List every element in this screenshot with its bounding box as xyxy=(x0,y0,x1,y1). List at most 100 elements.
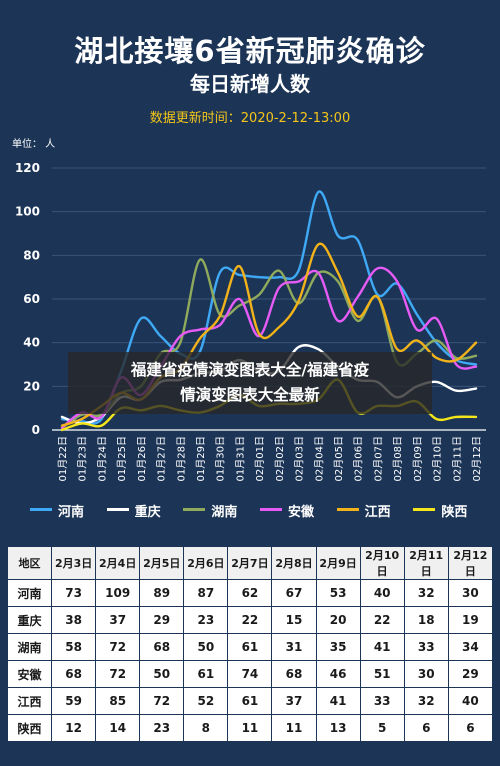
table-cell: 18 xyxy=(403,606,449,634)
y-tick-label: 120 xyxy=(15,161,40,175)
x-tick-label: 02月05日 xyxy=(333,436,345,481)
x-tick-label: 01月30日 xyxy=(215,436,227,481)
table-cell: 30 xyxy=(447,579,494,607)
x-tick-label: 02月03日 xyxy=(294,436,306,481)
table-cell: 33 xyxy=(359,687,405,715)
table-cell: 6 xyxy=(403,714,449,742)
x-tick-label: 02月09日 xyxy=(412,436,424,481)
legend-swatch xyxy=(30,508,52,511)
update-time: 2020-2-12-13:00 xyxy=(240,111,351,126)
table-cell: 51 xyxy=(359,660,405,688)
table-cell: 41 xyxy=(359,633,405,661)
table-cell: 109 xyxy=(95,579,141,607)
y-tick-label: 40 xyxy=(23,336,40,350)
legend-label: 重庆 xyxy=(134,505,161,520)
table-cell: 34 xyxy=(447,633,494,661)
table-row: 湖南 58 72 68 50 61 31 35 41 33 34 xyxy=(6,633,494,661)
table-cell: 52 xyxy=(183,687,229,715)
table-cell-region: 湖南 xyxy=(6,633,53,661)
table-cell: 32 xyxy=(403,687,449,715)
legend-label: 陕西 xyxy=(441,505,468,520)
x-tick-label: 01月23日 xyxy=(77,436,89,481)
table-cell: 87 xyxy=(183,579,229,607)
table-row: 安徽 68 72 50 61 74 68 46 51 30 29 xyxy=(6,660,494,688)
x-tick-label: 01月26日 xyxy=(136,436,148,481)
table-row: 重庆 38 37 29 23 22 15 20 22 18 19 xyxy=(6,606,494,634)
table-cell: 61 xyxy=(227,687,273,715)
table-cell: 32 xyxy=(403,579,449,607)
x-tick-label: 02月07日 xyxy=(372,436,384,481)
table-cell: 37 xyxy=(271,687,317,715)
x-tick-label: 01月22日 xyxy=(57,436,69,481)
table-cell: 12 xyxy=(51,714,97,742)
table-cell: 68 xyxy=(51,660,97,688)
overlay-line-2: 情演变图表大全最新 xyxy=(180,386,320,404)
table-cell-region: 河南 xyxy=(6,579,53,607)
table-cell: 50 xyxy=(139,660,185,688)
table-cell: 37 xyxy=(95,606,141,634)
table-header-date: 2月11日 xyxy=(403,546,449,580)
table-cell: 67 xyxy=(271,579,317,607)
table-header-date: 2月4日 xyxy=(95,546,141,580)
chart-legend: 河南 重庆 湖南 安徽 江西 陕西 xyxy=(30,497,490,521)
table-cell: 40 xyxy=(359,579,405,607)
legend-label: 湖南 xyxy=(211,505,238,520)
table-header-date: 2月8日 xyxy=(271,546,317,580)
table-cell: 72 xyxy=(95,660,141,688)
table-cell: 85 xyxy=(95,687,141,715)
table-cell: 11 xyxy=(271,714,317,742)
legend-swatch xyxy=(336,508,359,511)
headline-overlay: 福建省疫情演变图表大全/福建省疫 情演变图表大全最新 xyxy=(68,352,432,414)
update-label: 数据更新时间： xyxy=(149,111,241,126)
table-header-date: 2月10日 xyxy=(359,546,405,580)
legend-label: 安徽 xyxy=(288,505,315,520)
x-tick-label: 01月28日 xyxy=(175,436,187,481)
table-cell: 22 xyxy=(359,606,405,634)
x-tick-label: 02月01日 xyxy=(254,436,266,481)
table-cell-region: 陕西 xyxy=(6,714,53,742)
table-cell-region: 江西 xyxy=(6,687,53,715)
x-tick-label: 01月24日 xyxy=(96,436,108,481)
line-chart: 0 20 40 60 80 100 120 01月22日 01月23日 01月24日 01月25日… xyxy=(15,161,486,481)
table-cell: 5 xyxy=(359,714,405,742)
table-cell: 61 xyxy=(183,660,229,688)
table-cell-region: 重庆 xyxy=(6,606,53,634)
x-tick-label: 01月25日 xyxy=(116,436,128,481)
table-header-date: 2月7日 xyxy=(227,546,273,580)
y-tick-label: 80 xyxy=(23,248,40,262)
x-tick-label: 01月31日 xyxy=(234,436,246,481)
table-cell: 20 xyxy=(315,606,361,634)
table-row: 陕西 12 14 23 8 11 11 13 5 6 6 xyxy=(6,714,494,742)
table-cell: 50 xyxy=(183,633,229,661)
table-header-row: 地区 2月3日 2月4日 2月5日 2月6日 2月7日 2月8日 2月9日 2月10日 2月11… xyxy=(6,546,494,580)
table-body: 河南 73 109 89 87 62 67 53 40 32 30 重庆 38 37 29 23 22 15 20 2… xyxy=(6,579,494,742)
table-cell: 73 xyxy=(51,579,97,607)
table-cell: 61 xyxy=(227,633,273,661)
table-cell: 8 xyxy=(183,714,229,742)
table-cell: 40 xyxy=(447,687,494,715)
x-tick-label: 02月12日 xyxy=(471,436,483,481)
chart-title: 湖北接壤6省新冠肺炎确诊 xyxy=(74,34,426,68)
table-cell: 41 xyxy=(315,687,361,715)
x-tick-label: 02月11日 xyxy=(451,436,463,481)
table-header-date: 2月9日 xyxy=(315,546,361,580)
x-tick-label: 02月10日 xyxy=(432,436,444,481)
legend-swatch xyxy=(260,508,282,511)
table-cell: 29 xyxy=(139,606,185,634)
table-cell: 58 xyxy=(51,633,97,661)
table-cell: 15 xyxy=(271,606,317,634)
unit-label: 单位： 人 xyxy=(12,139,56,150)
y-tick-label: 60 xyxy=(23,292,40,306)
table-row: 河南 73 109 89 87 62 67 53 40 32 30 xyxy=(6,579,494,607)
table-cell: 19 xyxy=(447,606,494,634)
x-tick-label: 01月29日 xyxy=(195,436,207,481)
table-cell: 62 xyxy=(227,579,273,607)
table-header-date: 2月3日 xyxy=(51,546,97,580)
table-cell: 59 xyxy=(51,687,97,715)
legend-swatch xyxy=(106,508,129,511)
y-tick-label: 20 xyxy=(23,379,40,393)
table-cell-region: 安徽 xyxy=(6,660,53,688)
y-axis-ticks: 0 20 40 60 80 100 120 xyxy=(15,161,40,437)
y-tick-label: 0 xyxy=(32,423,40,437)
table-cell: 53 xyxy=(315,579,361,607)
